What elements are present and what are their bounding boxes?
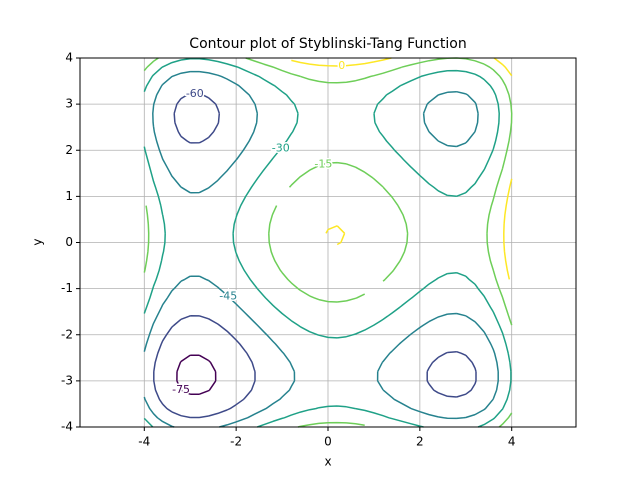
contour-label: -15 <box>314 157 332 170</box>
contour-label: -75 <box>172 383 190 396</box>
contour-label: -45 <box>219 290 237 303</box>
y-tick-label: -1 <box>61 281 73 295</box>
x-tick-label: -4 <box>138 435 150 449</box>
contour-line <box>143 58 512 428</box>
x-tick-label: 0 <box>324 435 332 449</box>
y-tick-label: 4 <box>65 51 73 65</box>
x-tick-label: 2 <box>416 435 424 449</box>
y-tick-label: -2 <box>61 327 73 341</box>
y-tick-label: -3 <box>61 373 73 387</box>
plot-frame <box>79 57 577 428</box>
contour-label: -60 <box>186 87 204 100</box>
y-tick-label: 2 <box>65 143 73 157</box>
contour-line <box>153 93 477 419</box>
contour-label: -30 <box>272 141 290 154</box>
x-axis-label: x <box>324 455 331 469</box>
contour-line <box>176 354 217 395</box>
chart-title: Contour plot of Styblinski-Tang Function <box>189 36 466 52</box>
contour-line <box>143 57 513 428</box>
contour-line <box>143 70 499 428</box>
contour-label: 0 <box>338 59 345 72</box>
x-tick-label: -2 <box>230 435 242 449</box>
y-tick-label: 3 <box>65 97 73 111</box>
y-axis-label: y <box>31 238 45 245</box>
y-tick-label: 0 <box>65 235 73 249</box>
y-tick-label: -4 <box>61 420 73 434</box>
x-tick-label: 4 <box>508 435 516 449</box>
y-tick-label: 1 <box>65 189 73 203</box>
contour-line <box>291 57 513 280</box>
